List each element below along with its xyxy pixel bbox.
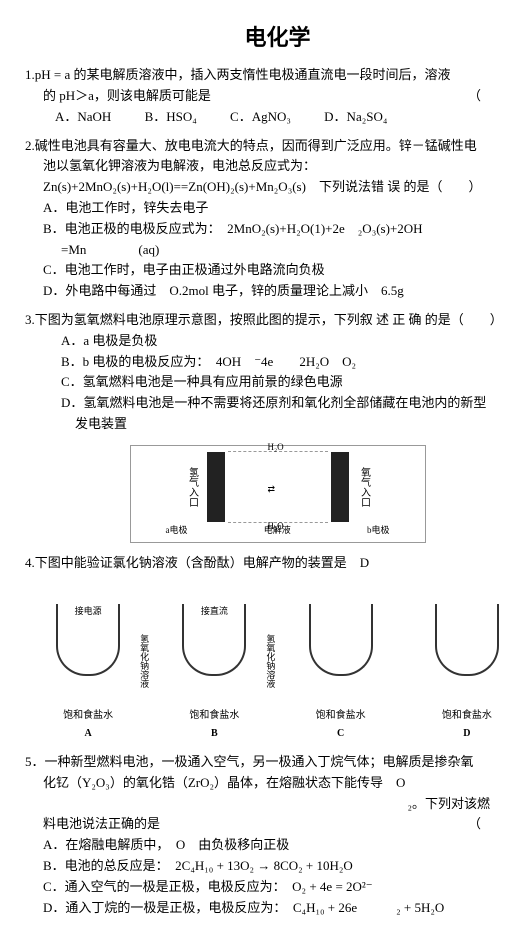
q2-text2: 池以氢氧化钾溶液为电解液，电池总反应式为： [25, 156, 505, 177]
question-1: 1.pH = a 的某电解质溶液中，插入两支惰性电极通直流电一段时间后，溶液 的… [25, 65, 505, 127]
utube-c-lbl: C [286, 726, 396, 742]
q3-d2: 发电装置 [25, 414, 505, 435]
q2-a: A．电池工作时，锌失去电子 [25, 198, 505, 219]
q5-num: 5． [25, 754, 45, 769]
q3-dia-right: 氧气入口 [356, 467, 372, 507]
plate-b [331, 452, 349, 522]
q3-b: B．b 电极的电极反应为： 4OH ⁻4e 2H₂O O₂ [25, 352, 505, 373]
q5-text2: 化钇（Y₂O₃）的氧化锆（ZrO₂）晶体，在熔融状态下能传导 O [43, 775, 405, 790]
q1-text2: 的 pH＞a，则该电解质可能是 [43, 88, 211, 103]
q5-text: 一种新型燃料电池，一极通入空气，另一极通入丁烷气体；电解质是掺杂氧 [45, 754, 474, 769]
q3-a: A．a 电极是负极 [25, 331, 505, 352]
utube-d: 氢氧化钠溶液饱和食盐水D [412, 584, 505, 742]
q1-opt-c: C．AgNO₃ [230, 109, 291, 124]
utube-a-bottom: 饱和食盐水 [33, 708, 143, 724]
q1-options: A．NaOH B．HSO₄ C．AgNO₃ D．Na₂SO₄ [25, 107, 505, 128]
question-2: 2.碱性电池具有容量大、放电电流大的特点，因而得到广泛应用。锌－锰碱性电 池以氢… [25, 136, 505, 302]
q4-diagrams: 接电源氢氧化钠溶液饱和食盐水A 接直流氢氧化钠溶液饱和食盐水B 饱和食盐水C 氢… [25, 584, 505, 742]
q2-num: 2. [25, 138, 35, 153]
q2-eq2: 下列说法错 误 的是（ ） [319, 179, 482, 194]
question-5: 5．一种新型燃料电池，一极通入空气，另一极通入丁烷气体；电解质是掺杂氧 化钇（Y… [25, 752, 505, 918]
q5-paren: （ ） [468, 814, 505, 835]
q3-c: C．氢氧燃料电池是一种具有应用前景的绿色电源 [25, 372, 505, 393]
question-3: 3.下图为氢氧燃料电池原理示意图，按照此图的提示，下列叙 述 正 确 的是（ ）… [25, 310, 505, 543]
electrolyte-area: ⇄ [228, 451, 328, 523]
q2-c: C．电池工作时，电子由正极通过外电路流向负极 [25, 260, 505, 281]
utube-c: 饱和食盐水 C [286, 584, 396, 742]
q5-b: B．电池的总反应是： 2C₄H₁₀ + 13O₂ → 8CO₂ + 10H₂O [25, 856, 505, 877]
q2-text: 碱性电池具有容量大、放电电流大的特点，因而得到广泛应用。锌－锰碱性电 [35, 138, 477, 153]
q3-dia-left: 氢气入口 [184, 467, 200, 507]
q5-text4: 料电池说法正确的是 [43, 816, 160, 831]
q4-text: 下图中能验证氯化钠溶液（含酚酞）电解产物的装置是 D [35, 555, 369, 570]
q1-opt-d: D．Na₂SO₄ [324, 109, 387, 124]
q5-a: A．在熔融电解质中， O 由负极移向正极 [25, 835, 505, 856]
q5-d: D．通入丁烷的一极是正极，电极反应为： C₄H₁₀ + 26e ₂ + 5H₂O [25, 898, 505, 919]
page-title: 电化学 [25, 20, 505, 55]
q3-dia-br: b电极 [367, 523, 390, 537]
q1-opt-a: A．NaOH [55, 109, 111, 124]
q3-dia-bl: a电极 [166, 523, 188, 537]
q5-c: C．通入空气的一极是正极，电极反应为： O₂ + 4e = 2O²⁻ [25, 877, 505, 898]
q2-b2: =Mn (aq) [25, 240, 505, 261]
utube-a: 接电源氢氧化钠溶液饱和食盐水A [33, 584, 143, 742]
q1-opt-b: B．HSO₄ [145, 109, 197, 124]
q2-d: D．外电路中每通过 O.2mol 电子，锌的质量理论上减小 6.5g [25, 281, 505, 302]
q3-d: D．氢氧燃料电池是一种不需要将还原剂和氧化剂全部储藏在电池内的新型 [25, 393, 505, 414]
q3-text: 下图为氢氧燃料电池原理示意图，按照此图的提示，下列叙 述 正 确 的是（ ） [35, 312, 503, 327]
utube-a-side: 氢氧化钠溶液 [137, 634, 151, 688]
plate-a [207, 452, 225, 522]
utube-a-lbl: A [33, 726, 143, 742]
q2-b: B．电池正极的电极反应式为： 2MnO₂(s)+H₂O(1)+2e ₂O₃(s)… [25, 219, 505, 240]
q2-eq: Zn(s)+2MnO₂(s)+H₂O(l)==Zn(OH)₂(s)+Mn₂O₃(… [43, 179, 306, 194]
utube-d-lbl: D [412, 726, 505, 742]
utube-b: 接直流氢氧化钠溶液饱和食盐水B [159, 584, 269, 742]
q5-text3: ₂。下列对该燃 [407, 796, 490, 811]
utube-b-bottom: 饱和食盐水 [159, 708, 269, 724]
q1-paren: （ ） [468, 86, 505, 107]
q3-diagram: 氢气入口 ⇄ 氧气入口 a电极 电解液 b电极 [25, 445, 505, 543]
utube-c-bottom: 饱和食盐水 [286, 708, 396, 724]
utube-b-lbl: B [159, 726, 269, 742]
q3-num: 3. [25, 312, 35, 327]
utube-d-bottom: 饱和食盐水 [412, 708, 505, 724]
q4-num: 4. [25, 555, 35, 570]
q1-num: 1. [25, 67, 35, 82]
q1-text: pH = a 的某电解质溶液中，插入两支惰性电极通直流电一段时间后，溶液 [35, 67, 451, 82]
utube-b-side: 氢氧化钠溶液 [263, 634, 277, 688]
